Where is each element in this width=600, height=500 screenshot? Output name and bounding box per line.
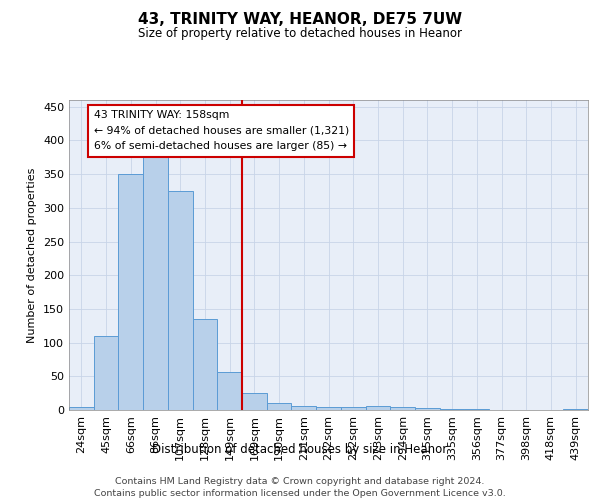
Bar [94,336,118,410]
Text: Distribution of detached houses by size in Heanor: Distribution of detached houses by size … [152,442,448,456]
Bar [365,406,390,410]
Bar [267,404,292,410]
Bar [415,408,440,410]
Bar [341,406,365,410]
Text: Size of property relative to detached houses in Heanor: Size of property relative to detached ho… [138,28,462,40]
Text: 43, TRINITY WAY, HEANOR, DE75 7UW: 43, TRINITY WAY, HEANOR, DE75 7UW [138,12,462,28]
Bar [168,191,193,410]
Y-axis label: Number of detached properties: Number of detached properties [28,168,37,342]
Bar [563,408,588,410]
Text: Contains public sector information licensed under the Open Government Licence v3: Contains public sector information licen… [94,489,506,498]
Bar [316,406,341,410]
Text: 43 TRINITY WAY: 158sqm
← 94% of detached houses are smaller (1,321)
6% of semi-d: 43 TRINITY WAY: 158sqm ← 94% of detached… [94,110,349,152]
Bar [292,406,316,410]
Bar [217,372,242,410]
Bar [242,393,267,410]
Bar [390,408,415,410]
Bar [69,408,94,410]
Bar [193,319,217,410]
Bar [143,158,168,410]
Bar [118,174,143,410]
Text: Contains HM Land Registry data © Crown copyright and database right 2024.: Contains HM Land Registry data © Crown c… [115,478,485,486]
